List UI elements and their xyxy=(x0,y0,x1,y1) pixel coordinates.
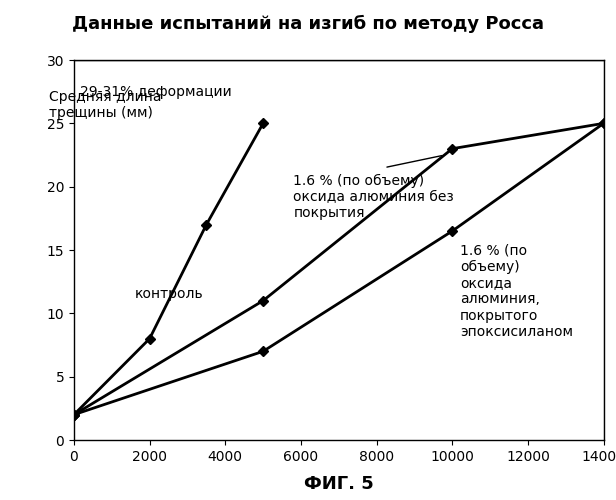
Text: Данные испытаний на изгиб по методу Росса: Данные испытаний на изгиб по методу Росс… xyxy=(72,15,544,33)
Text: Средняя длина
трещины (мм): Средняя длина трещины (мм) xyxy=(49,90,162,120)
X-axis label: ФИГ. 5: ФИГ. 5 xyxy=(304,475,374,493)
Text: 1.6 % (по объему)
оксида алюминия без
покрытия: 1.6 % (по объему) оксида алюминия без по… xyxy=(293,174,454,220)
Text: контроль: контроль xyxy=(134,288,203,302)
Text: 29-31% деформации: 29-31% деформации xyxy=(79,84,232,98)
Text: 1.6 % (по
объему)
оксида
алюминия,
покрытого
эпоксисиланом: 1.6 % (по объему) оксида алюминия, покры… xyxy=(460,244,573,339)
